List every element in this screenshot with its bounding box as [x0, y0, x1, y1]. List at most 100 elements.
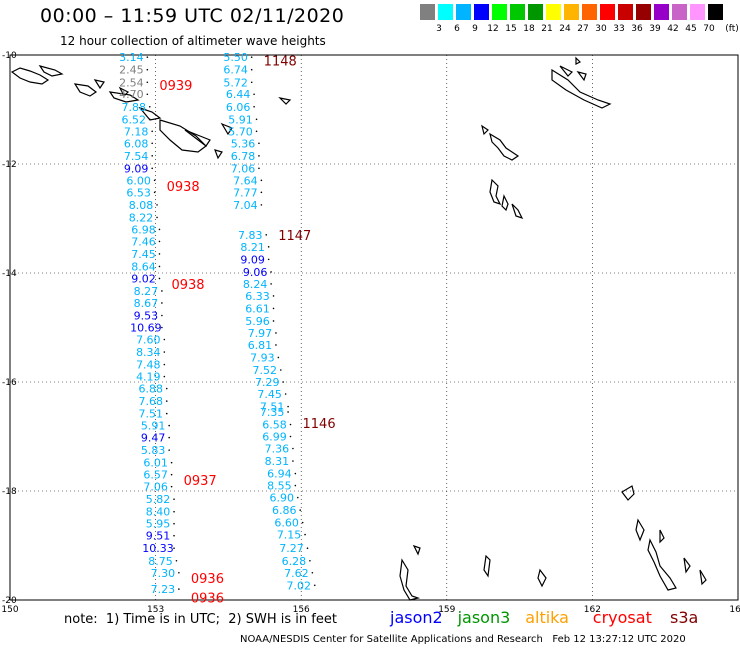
wave-height-value: 8.22: [129, 211, 154, 224]
track-dot: [168, 424, 170, 427]
satellite-jason2: jason2: [390, 608, 443, 627]
track-dot: [158, 265, 161, 268]
wave-height-value: 6.01: [143, 457, 168, 470]
track-dot: [292, 447, 294, 450]
wave-height-value: 9.09: [124, 162, 149, 175]
track-dot: [173, 534, 175, 537]
track-dot: [173, 522, 175, 525]
wave-height-value: 6.60: [274, 517, 299, 530]
wave-height-value: 6.94: [267, 468, 292, 481]
wave-height-value: 6.58: [262, 419, 287, 432]
legend-label: 18: [523, 24, 535, 34]
track-dot: [161, 326, 163, 329]
track-dot: [146, 81, 149, 84]
wave-height-value: 10.33: [142, 542, 174, 555]
track-dot: [163, 375, 166, 378]
footer-note: note: 1) Time is in UTC; 2) SWH is in fe…: [64, 612, 337, 627]
wave-height-value: 7.62: [284, 567, 309, 580]
wave-height-value: 6.90: [270, 492, 295, 505]
track-dot: [255, 130, 258, 133]
track-dot: [289, 435, 292, 438]
track-dot: [282, 381, 285, 383]
lon-label: 159: [438, 605, 455, 615]
wave-height-value: 5.91: [228, 113, 253, 126]
track-dot: [294, 484, 297, 487]
legend-swatch: [654, 4, 669, 20]
legend-swatch: [492, 4, 507, 20]
wave-height-value: 7.51: [138, 408, 163, 421]
lat-lon-grid: [9, 54, 739, 601]
track-dot: [265, 234, 268, 236]
wave-height-value: 6.61: [245, 302, 270, 315]
track-dot: [309, 559, 311, 562]
wave-height-value: 8.27: [134, 285, 159, 298]
wave-height-value: 5.96: [245, 315, 270, 328]
lat-label: -16: [2, 378, 17, 388]
track-dot: [275, 332, 277, 334]
legend-label: 39: [649, 24, 661, 34]
wave-height-value: 6.44: [226, 88, 251, 101]
wave-height-value: 8.21: [240, 241, 265, 254]
pass-time-label: 1148: [264, 54, 297, 69]
wave-height-value: 5.50: [223, 51, 248, 64]
coastlines: [10, 56, 707, 601]
wave-height-value: 7.97: [248, 327, 273, 340]
latitude-labels: -10 -12 -14 -16 -18 -20: [2, 51, 17, 606]
track-dot: [165, 400, 168, 402]
track-dot: [146, 56, 149, 58]
track-dot: [168, 449, 170, 451]
wave-height-value: 5.95: [146, 518, 171, 531]
track-dot: [178, 571, 180, 574]
lat-label: -14: [2, 269, 17, 279]
track-dot: [173, 498, 175, 500]
pass-time-label: 1146: [303, 417, 336, 432]
wave-height-value: 5.82: [146, 493, 171, 506]
legend-swatch: [636, 4, 651, 20]
wave-height-value: 6.78: [231, 150, 256, 163]
wave-height-value: 7.54: [124, 150, 149, 163]
track-dot: [267, 258, 270, 261]
track-dot: [161, 290, 163, 292]
legend-label: 12: [487, 24, 499, 34]
legend-swatch: [600, 4, 615, 20]
track-dot: [272, 295, 275, 297]
wave-height-value: 7.88: [122, 101, 147, 114]
wave-height-value: 5.70: [228, 125, 253, 138]
legend-unit: (ft): [725, 24, 739, 34]
wave-height-value: 10.69: [130, 322, 162, 335]
satellite-jason3: jason3: [457, 608, 511, 627]
wave-height-value: 5.91: [141, 420, 166, 433]
wave-height-value: 6.28: [282, 555, 307, 568]
wave-height-value: 6.00: [126, 174, 151, 187]
track-dot: [260, 179, 263, 182]
track-dot: [258, 155, 260, 157]
track-dot: [163, 338, 166, 341]
wave-height-value: 7.06: [231, 162, 256, 175]
track-dot: [304, 533, 306, 536]
legend-swatch: [582, 4, 597, 20]
track-dot: [146, 93, 149, 96]
legend-label: 30: [595, 24, 607, 34]
lon-label: 165: [729, 605, 740, 615]
legend-label: 24: [559, 24, 571, 34]
wave-height-value: 8.55: [267, 480, 292, 493]
legend-label: 15: [505, 24, 517, 34]
wave-height-value: 7.83: [238, 229, 263, 242]
track-dot: [311, 571, 314, 574]
track-dot: [287, 411, 289, 413]
track-dot: [170, 473, 173, 476]
track-dot: [258, 167, 260, 170]
track-dot: [289, 423, 292, 426]
wave-height-value: 8.75: [148, 555, 173, 568]
track-dot: [260, 191, 263, 194]
map-frame: [9, 54, 739, 601]
wave-height-value: 9.02: [131, 272, 156, 285]
legend-label: 3: [436, 24, 442, 34]
track-dot: [270, 271, 272, 273]
lon-label: 153: [147, 605, 164, 615]
legend-label: 45: [685, 24, 697, 34]
track-dot: [148, 118, 151, 121]
pass-time-label: 0939: [159, 79, 192, 94]
lat-label: -20: [2, 596, 17, 606]
track-dot: [250, 81, 253, 84]
